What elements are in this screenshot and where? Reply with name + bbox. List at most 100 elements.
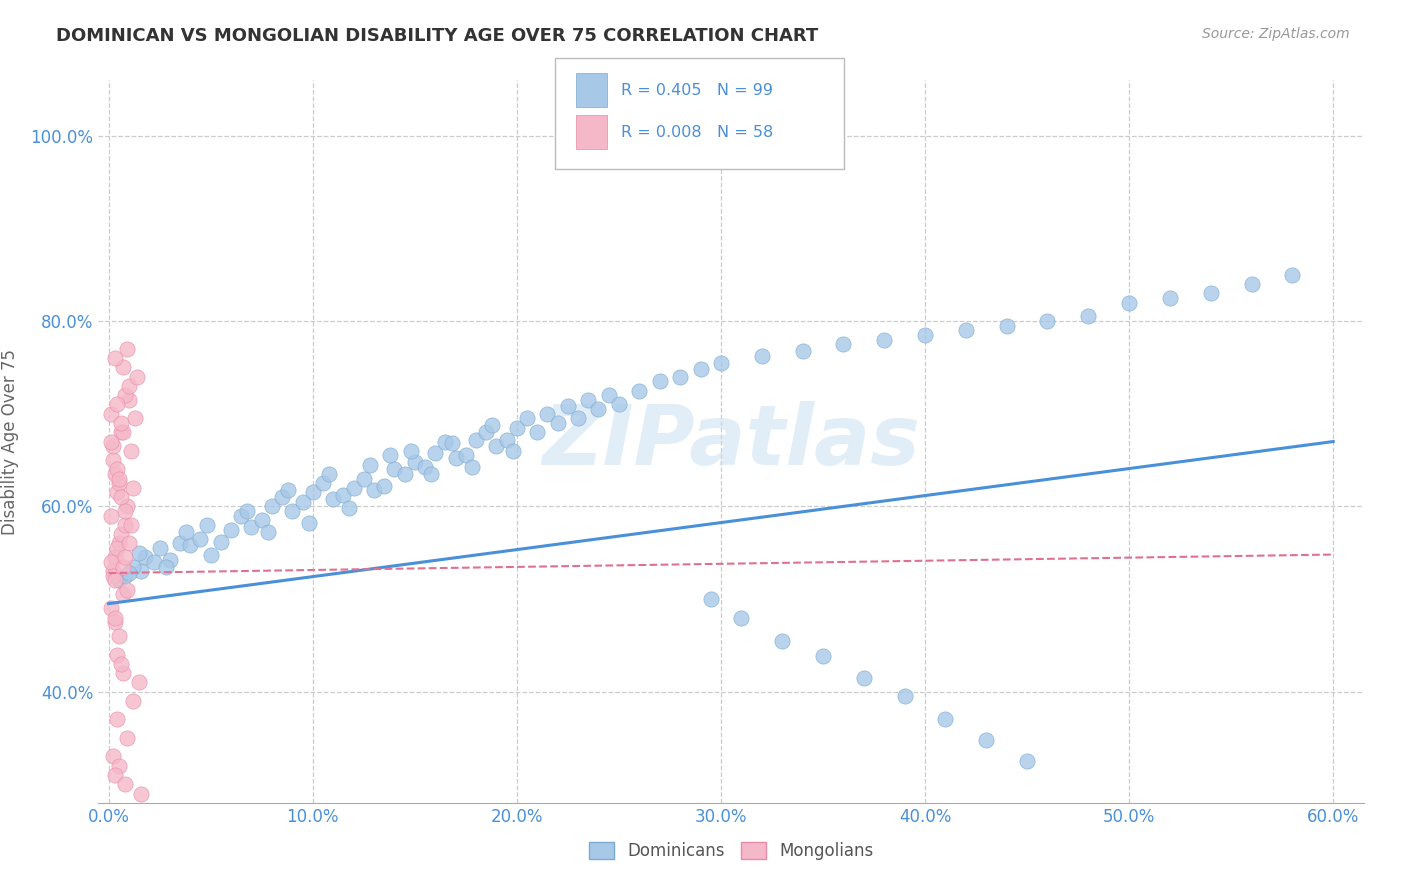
Point — [115, 582, 138, 597]
Point — [465, 433, 488, 447]
Point — [142, 555, 165, 569]
Point — [873, 333, 896, 347]
Point — [547, 416, 569, 430]
Point — [420, 467, 443, 481]
Point — [363, 483, 385, 497]
Point — [122, 694, 145, 708]
Point — [628, 384, 651, 398]
Point — [155, 559, 177, 574]
Text: DOMINICAN VS MONGOLIAN DISABILITY AGE OVER 75 CORRELATION CHART: DOMINICAN VS MONGOLIAN DISABILITY AGE OV… — [56, 27, 818, 45]
Point — [298, 516, 321, 530]
Point — [114, 569, 136, 583]
Point — [120, 517, 142, 532]
Text: ZIPatlas: ZIPatlas — [543, 401, 920, 482]
Text: Source: ZipAtlas.com: Source: ZipAtlas.com — [1202, 27, 1350, 41]
Point — [129, 787, 152, 801]
Point — [353, 472, 375, 486]
Point — [281, 504, 304, 518]
Point — [169, 536, 191, 550]
Point — [105, 648, 128, 662]
Point — [567, 411, 589, 425]
Point — [526, 425, 548, 440]
Point — [557, 400, 579, 414]
Point — [322, 491, 344, 506]
Point — [128, 675, 150, 690]
Point — [105, 713, 128, 727]
Point — [1199, 286, 1222, 301]
Point — [485, 439, 508, 453]
Point — [240, 520, 263, 534]
Point — [1077, 310, 1099, 324]
Point — [118, 392, 141, 407]
Point — [250, 513, 273, 527]
Point — [104, 351, 127, 366]
Point — [404, 455, 426, 469]
Point — [291, 494, 314, 508]
Point — [108, 758, 131, 772]
Point — [461, 460, 484, 475]
Point — [195, 517, 218, 532]
Point — [115, 500, 138, 514]
Point — [108, 476, 131, 491]
Point — [101, 453, 124, 467]
Text: R = 0.405   N = 99: R = 0.405 N = 99 — [621, 83, 773, 97]
Point — [159, 553, 181, 567]
Point — [122, 481, 145, 495]
Point — [914, 328, 936, 343]
Point — [792, 343, 814, 358]
Point — [120, 443, 142, 458]
Point — [108, 472, 131, 486]
Point — [118, 536, 141, 550]
Legend: Dominicans, Mongolians: Dominicans, Mongolians — [582, 835, 880, 867]
Point — [100, 601, 122, 615]
Point — [425, 445, 447, 459]
Point — [495, 433, 517, 447]
Point — [271, 490, 294, 504]
Text: R = 0.008   N = 58: R = 0.008 N = 58 — [621, 125, 773, 139]
Point — [110, 425, 132, 440]
Point — [101, 749, 124, 764]
Point — [434, 434, 457, 449]
Point — [127, 369, 149, 384]
Point — [114, 550, 136, 565]
Point — [100, 555, 122, 569]
Point — [129, 564, 152, 578]
Point — [1036, 314, 1059, 328]
Point — [219, 523, 242, 537]
Point — [110, 527, 132, 541]
Point — [440, 436, 463, 450]
Point — [332, 488, 354, 502]
Point — [710, 356, 733, 370]
Point — [111, 360, 134, 375]
Point — [110, 490, 132, 504]
Point — [200, 548, 222, 562]
Point — [105, 462, 128, 476]
Point — [454, 449, 477, 463]
Point — [516, 411, 538, 425]
Point — [101, 569, 124, 583]
Point — [974, 732, 997, 747]
Point — [179, 538, 201, 552]
Point — [811, 649, 834, 664]
Point — [101, 439, 124, 453]
Point — [1281, 268, 1303, 282]
Point — [598, 388, 620, 402]
Point — [236, 504, 259, 518]
Point — [122, 559, 145, 574]
Point — [502, 443, 524, 458]
Point — [108, 536, 131, 550]
Point — [506, 420, 529, 434]
Point — [108, 574, 131, 588]
Point — [536, 407, 558, 421]
Point — [576, 392, 599, 407]
Point — [607, 397, 630, 411]
Point — [955, 323, 977, 337]
Point — [128, 546, 150, 560]
Point — [114, 388, 136, 402]
Point — [934, 713, 956, 727]
Point — [134, 550, 156, 565]
Point — [832, 337, 855, 351]
Point — [339, 501, 361, 516]
Point — [231, 508, 253, 523]
Point — [475, 425, 498, 440]
